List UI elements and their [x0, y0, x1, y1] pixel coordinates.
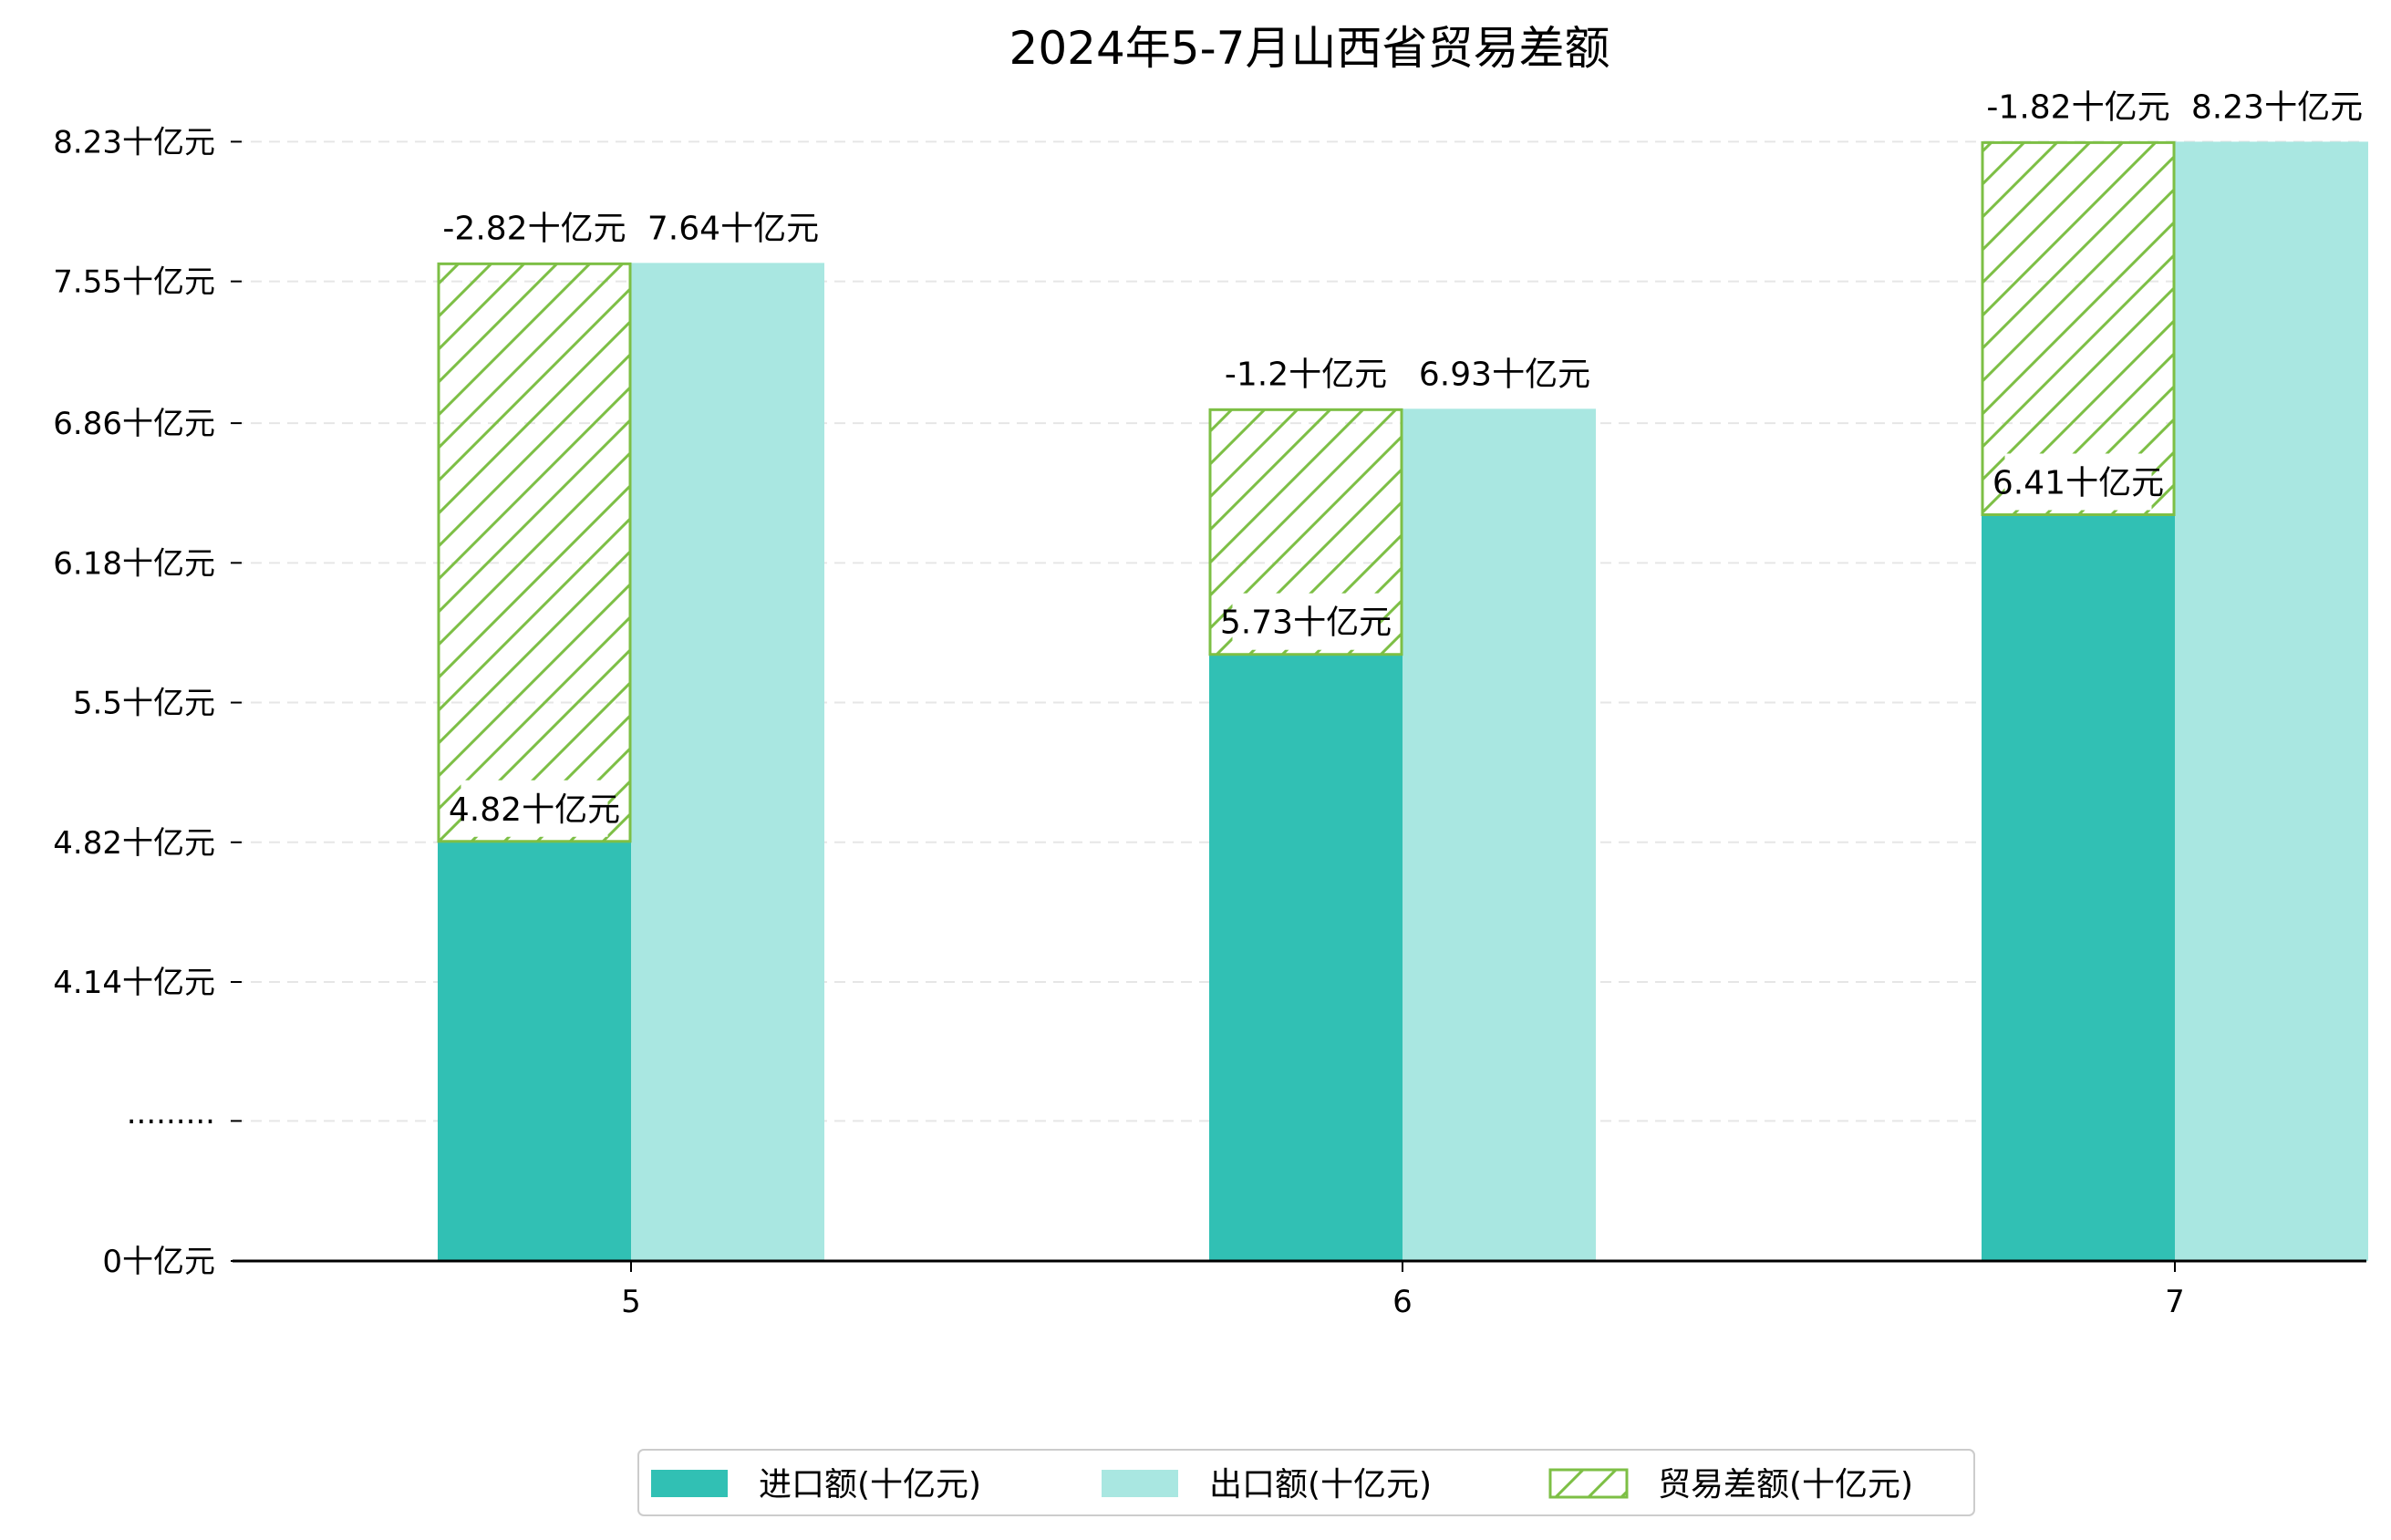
data-label-box — [461, 780, 608, 837]
data-label-text: 6.41十亿元 — [1992, 465, 2164, 502]
import-bar — [1982, 515, 2175, 1261]
balance-bar — [1981, 140, 2176, 517]
bars — [437, 140, 2368, 1262]
x-tick-label: 6 — [1392, 1284, 1413, 1320]
data-label: 8.23十亿元 — [2191, 78, 2363, 135]
legend-label: 进口额(十亿元) — [759, 1466, 981, 1504]
export-bar — [2175, 141, 2368, 1261]
data-label: -1.82十亿元 — [1986, 78, 2170, 135]
legend-label: 出口额(十亿元) — [1209, 1466, 1432, 1504]
import-bar — [1209, 655, 1403, 1261]
data-label-text: -1.2十亿元 — [1225, 356, 1387, 393]
data-label-box — [2004, 453, 2152, 511]
y-tick-label: 6.18十亿元 — [53, 545, 215, 582]
data-label-box — [659, 199, 807, 256]
x-axis: 5 6 7 — [233, 1259, 2366, 1320]
legend-swatch — [1102, 1470, 1178, 1497]
legend-item: 进口额(十亿元) — [651, 1466, 981, 1504]
legend-item: 贸易差额(十亿元) — [1548, 1466, 1913, 1504]
data-label-box — [452, 199, 616, 256]
y-tick-label: 5.5十亿元 — [73, 686, 215, 722]
legend-frame — [637, 1449, 1975, 1516]
y-axis: 0十亿元 ········· 4.14十亿元 4.82十亿元 5.5十亿元 6.18十亿元… — [53, 124, 242, 1280]
y-tick-label: 6.86十亿元 — [53, 406, 215, 442]
legend-label: 贸易差额(十亿元) — [1658, 1466, 1913, 1504]
data-label-text: 4.82十亿元 — [449, 791, 620, 829]
y-tick-label: 0十亿元 — [102, 1244, 215, 1280]
legend-swatch — [1548, 1468, 1629, 1499]
data-label: 7.64十亿元 — [647, 199, 819, 256]
data-label: 5.73十亿元 — [1220, 593, 1392, 650]
data-label-text: 5.73十亿元 — [1220, 605, 1392, 642]
data-label-box — [1431, 345, 1578, 402]
data-label-text: 7.64十亿元 — [647, 210, 819, 247]
legend-swatch — [651, 1470, 728, 1497]
y-tick-label: 8.23十亿元 — [53, 124, 215, 160]
data-label: -2.82十亿元 — [442, 199, 626, 256]
legend: 进口额(十亿元) 出口额(十亿元) 贸易差额(十亿元) — [637, 1449, 1975, 1516]
x-tick-label: 7 — [2165, 1284, 2185, 1320]
data-label-text: -2.82十亿元 — [442, 210, 626, 247]
import-bar — [438, 842, 631, 1261]
data-label-box — [2203, 78, 2351, 135]
export-bar — [631, 263, 824, 1262]
legend-item: 出口额(十亿元) — [1102, 1466, 1432, 1504]
data-labels: -2.82十亿元 7.64十亿元 4.82十亿元 -1.2十亿元 6.93十亿元 5.73… — [442, 78, 2363, 837]
chart-title: 2024年5-7月山西省贸易差额 — [1009, 22, 1610, 75]
data-label: 6.93十亿元 — [1419, 345, 1590, 402]
balance-bar — [437, 262, 632, 843]
data-label-text: 6.93十亿元 — [1419, 356, 1590, 393]
y-tick-label: ········· — [127, 1103, 215, 1140]
data-label: -1.2十亿元 — [1225, 345, 1387, 402]
data-label-text: 8.23十亿元 — [2191, 88, 2363, 126]
data-label-box — [1996, 78, 2160, 135]
y-tick-label: 7.55十亿元 — [53, 264, 215, 301]
x-tick-label: 5 — [621, 1284, 641, 1320]
data-label-box — [1232, 345, 1380, 402]
data-label-box — [1232, 593, 1380, 650]
y-tick-label: 4.82十亿元 — [53, 825, 215, 862]
data-label: 6.41十亿元 — [1992, 453, 2164, 511]
y-tick-label: 4.14十亿元 — [53, 965, 215, 1001]
export-bar — [1403, 408, 1596, 1261]
data-label-text: -1.82十亿元 — [1986, 88, 2169, 126]
data-label: 4.82十亿元 — [449, 780, 620, 837]
